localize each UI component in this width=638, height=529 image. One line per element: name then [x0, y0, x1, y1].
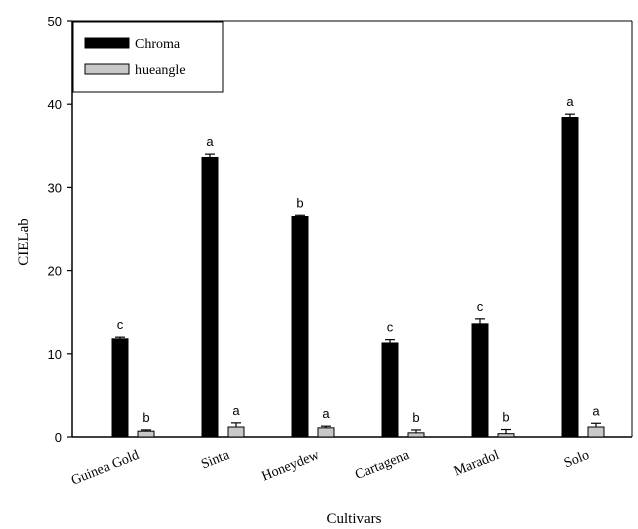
y-tick-label: 0	[55, 430, 62, 445]
legend-swatch-hueangle	[84, 63, 130, 75]
significance-label: a	[232, 403, 240, 418]
legend-box	[72, 21, 224, 93]
category-label: Sinta	[199, 448, 232, 473]
category-label: Cartagena	[353, 448, 412, 483]
y-tick-label: 10	[48, 347, 62, 362]
significance-label: a	[592, 403, 600, 418]
bar-chroma	[471, 323, 489, 438]
bar-chroma	[201, 156, 219, 438]
significance-label: c	[477, 299, 484, 314]
category-label: Honeydew	[260, 447, 323, 484]
bar-chroma	[561, 117, 579, 438]
legend-label-chroma: Chroma	[135, 37, 181, 52]
bar-hueangle	[317, 427, 335, 438]
significance-label: a	[322, 406, 330, 421]
significance-label: c	[117, 317, 124, 332]
y-tick-label: 20	[48, 264, 62, 279]
significance-label: b	[502, 410, 509, 425]
significance-label: b	[412, 410, 419, 425]
category-label: Solo	[562, 448, 591, 472]
legend: Chroma hueangle	[72, 21, 224, 93]
bar-hueangle	[137, 430, 155, 438]
y-axis-title: CIELab	[16, 218, 32, 265]
significance-label: c	[387, 320, 394, 335]
y-tick-label: 40	[48, 97, 62, 112]
y-tick-label: 30	[48, 180, 62, 195]
bar-hueangle	[227, 426, 245, 438]
legend-label-hueangle: hueangle	[135, 63, 186, 78]
y-tick-label: 50	[48, 14, 62, 29]
bar-chroma	[291, 216, 309, 438]
bar-chroma	[111, 338, 129, 438]
bar-hueangle	[587, 426, 605, 438]
significance-label: a	[206, 134, 214, 149]
significance-label: a	[566, 94, 574, 109]
x-axis-title: Cultivars	[327, 511, 382, 527]
bar-hueangle	[407, 432, 425, 438]
bars	[111, 113, 605, 438]
legend-swatch-chroma	[84, 37, 130, 49]
bar-hueangle	[497, 433, 515, 438]
significance-label: b	[296, 195, 303, 210]
significance-label: b	[142, 410, 149, 425]
bar-chroma	[381, 342, 399, 438]
category-label: Maradol	[452, 448, 502, 480]
axes: 0 10 20 30 40 50	[48, 14, 633, 445]
category-label: Guinea Gold	[69, 448, 141, 489]
